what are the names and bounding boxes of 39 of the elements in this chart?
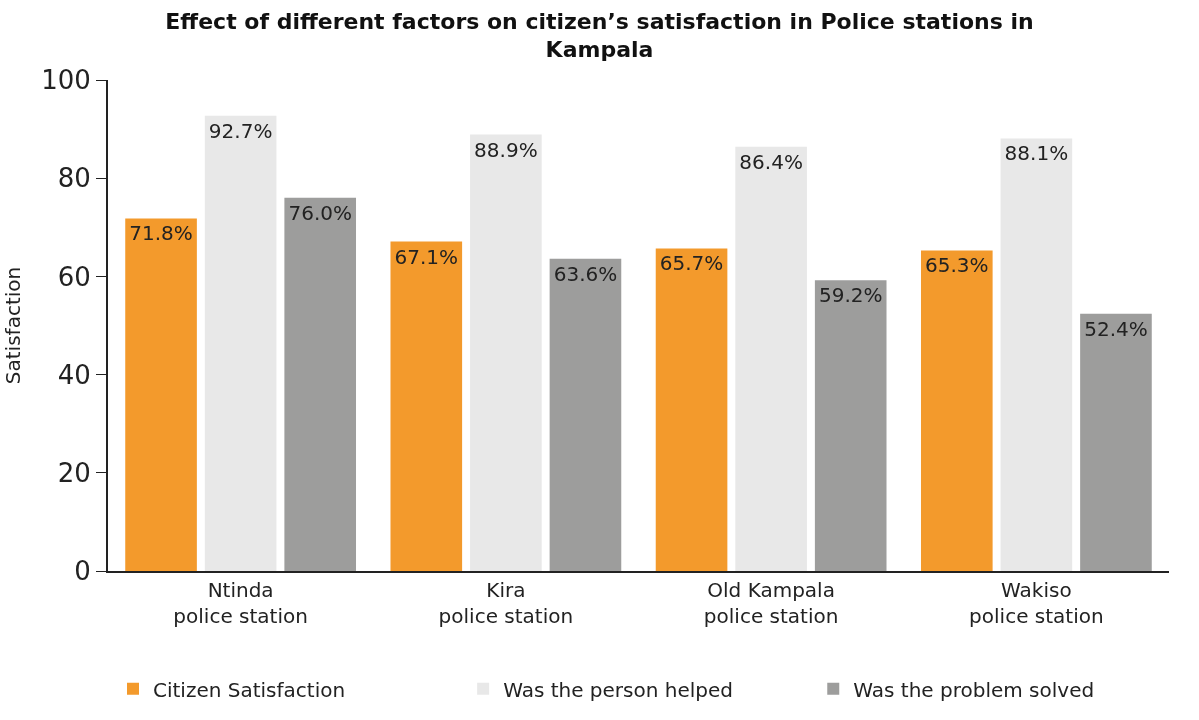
x-tick-label: Old Kampala police station [703,578,839,628]
bar [1080,313,1152,571]
bar [920,250,993,571]
data-label: 65.7% [659,251,724,276]
y-tick-label: 60 [57,261,91,292]
legend-label: Citizen Satisfaction [153,677,346,702]
data-label: 59.2% [818,283,883,308]
y-tick-label: 40 [57,359,91,390]
data-label: 88.1% [1004,141,1069,166]
y-tick-label: 20 [57,457,91,488]
bar [655,248,728,571]
data-label: 65.3% [925,253,989,278]
bar [1000,138,1073,571]
bar [470,134,542,571]
bar [814,280,887,571]
data-label: 92.7% [208,118,273,143]
y-tick-label: 0 [74,556,91,587]
data-label: 67.1% [394,244,459,269]
bar [390,241,463,571]
data-label: 52.4% [1084,316,1148,341]
x-tick-label: Ntinda police station [173,578,308,628]
data-label: 86.4% [739,149,803,174]
legend-label: Was the person helped [503,677,733,702]
data-label: 71.8% [129,221,193,246]
bar [204,115,277,571]
chart-title: Effect of different factors on citizen’s satisfaction in Police stations in Kampala [165,8,1034,63]
y-tick-label: 100 [41,65,91,96]
bar [125,218,197,571]
bar [549,258,622,571]
bar [735,146,807,571]
bar [284,197,357,571]
data-label: 88.9% [474,137,538,162]
y-tick-label: 80 [57,163,91,194]
data-label: 76.0% [288,200,352,225]
y-axis-title: Satisfaction [1,266,26,385]
legend-label: Was the problem solved [853,677,1095,702]
data-label: 63.6% [553,261,618,286]
x-tick-label: Kira police station [438,578,574,628]
x-tick-label: Wakiso police station [969,578,1104,628]
